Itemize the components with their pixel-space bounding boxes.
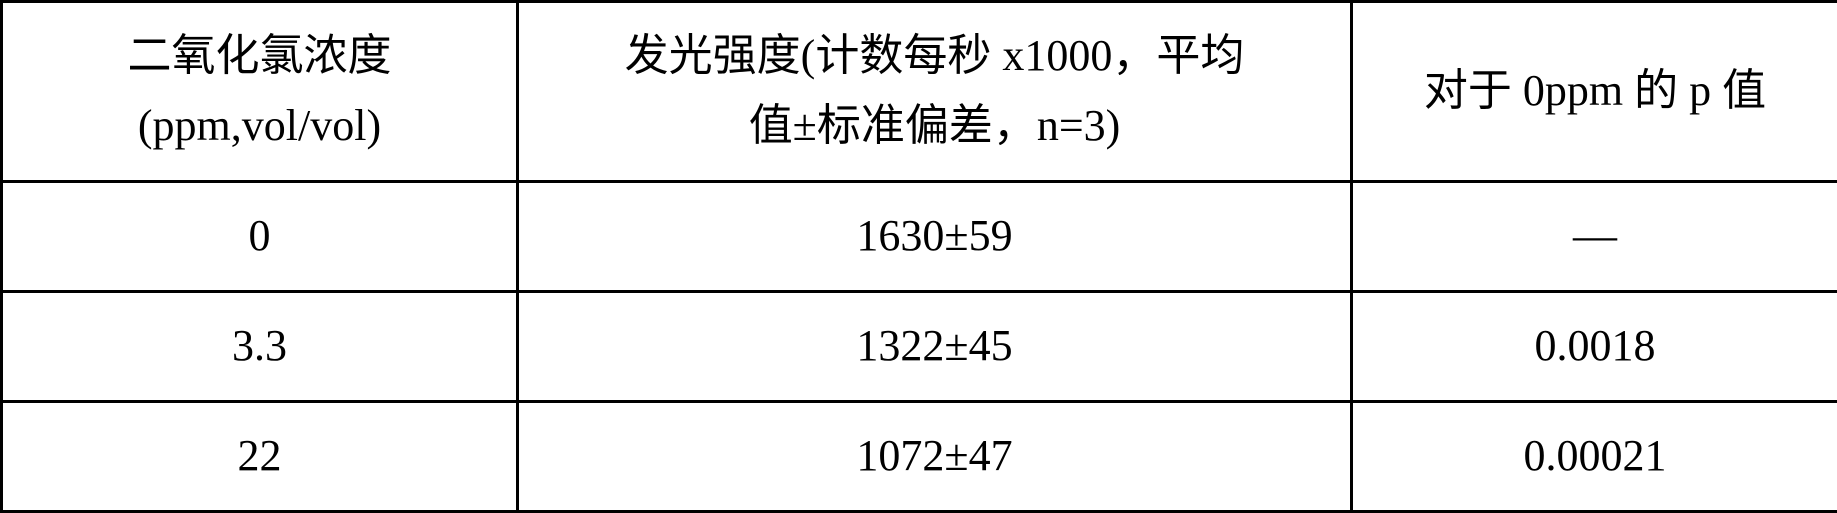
header-concentration: 二氧化氯浓度 (ppm,vol/vol) [2,2,518,182]
cell-concentration: 0 [2,181,518,291]
cell-concentration: 3.3 [2,291,518,401]
cell-pvalue: 0.00021 [1352,401,1837,511]
header-concentration-line2: (ppm,vol/vol) [23,91,496,161]
cell-pvalue: 0.0018 [1352,291,1837,401]
cell-intensity: 1072±47 [518,401,1352,511]
table-header-row: 二氧化氯浓度 (ppm,vol/vol) 发光强度(计数每秒 x1000，平均 … [2,2,1837,182]
cell-intensity: 1630±59 [518,181,1352,291]
cell-pvalue: — [1352,181,1837,291]
header-intensity-line2: 值±标准偏差，n=3) [539,91,1330,161]
table-row: 3.3 1322±45 0.0018 [2,291,1837,401]
header-intensity-line1: 发光强度(计数每秒 x1000，平均 [539,21,1330,91]
header-concentration-line1: 二氧化氯浓度 [23,21,496,91]
header-pvalue-line1: 对于 0ppm 的 p 值 [1373,56,1817,126]
data-table-container: 二氧化氯浓度 (ppm,vol/vol) 发光强度(计数每秒 x1000，平均 … [0,0,1837,513]
cell-intensity: 1322±45 [518,291,1352,401]
cell-concentration: 22 [2,401,518,511]
data-table: 二氧化氯浓度 (ppm,vol/vol) 发光强度(计数每秒 x1000，平均 … [0,0,1837,513]
header-pvalue: 对于 0ppm 的 p 值 [1352,2,1837,182]
table-row: 22 1072±47 0.00021 [2,401,1837,511]
header-intensity: 发光强度(计数每秒 x1000，平均 值±标准偏差，n=3) [518,2,1352,182]
table-row: 0 1630±59 — [2,181,1837,291]
